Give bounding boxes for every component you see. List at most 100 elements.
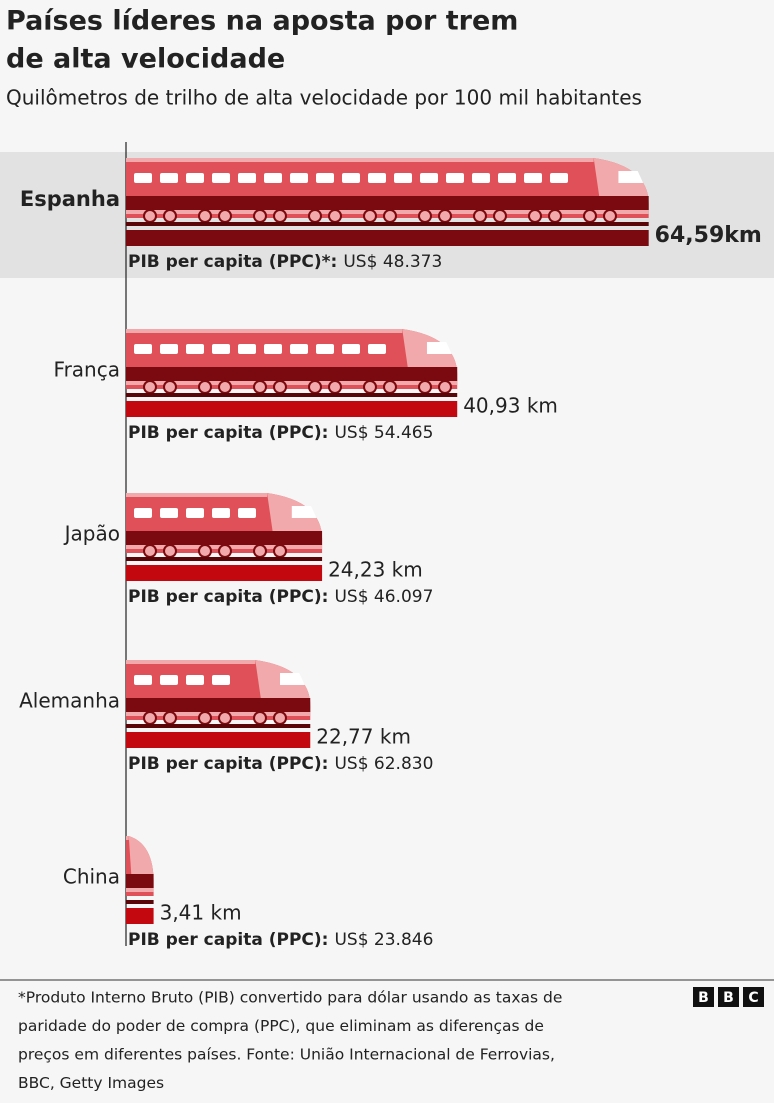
train-wheel bbox=[383, 380, 397, 394]
train-wheel bbox=[163, 544, 177, 558]
train-wheel bbox=[253, 544, 267, 558]
train-window bbox=[446, 173, 464, 183]
train-roof bbox=[126, 158, 594, 162]
train-wheel bbox=[163, 711, 177, 725]
gdp-annotation: PIB per capita (PPC): US$ 54.465 bbox=[128, 423, 433, 443]
rail bbox=[126, 724, 311, 728]
train-roof bbox=[126, 836, 129, 840]
gdp-label: PIB per capita (PPC): bbox=[128, 754, 328, 774]
train-window bbox=[550, 173, 568, 183]
train-wheel bbox=[363, 380, 377, 394]
category-label: Japão bbox=[63, 522, 120, 546]
gdp-label: PIB per capita (PPC): bbox=[128, 423, 328, 443]
train-window bbox=[342, 173, 360, 183]
train-graphic bbox=[126, 329, 458, 394]
chart-title: Países líderes na aposta por trem bbox=[6, 6, 518, 37]
logo-box bbox=[718, 987, 739, 1007]
train-wheel bbox=[198, 209, 212, 223]
train-wheel bbox=[163, 380, 177, 394]
gdp-value: US$ 54.465 bbox=[334, 423, 433, 443]
train-wheel bbox=[308, 209, 322, 223]
train-roof bbox=[126, 660, 256, 664]
logo-box bbox=[693, 987, 714, 1007]
train-window bbox=[134, 675, 152, 685]
train-window bbox=[394, 173, 412, 183]
train-window bbox=[212, 508, 230, 518]
train-wheel bbox=[253, 711, 267, 725]
train-window bbox=[186, 675, 204, 685]
train-window bbox=[368, 344, 386, 354]
train-window bbox=[186, 344, 204, 354]
train-window bbox=[264, 173, 282, 183]
train-wheel bbox=[328, 209, 342, 223]
train-wheel bbox=[218, 711, 232, 725]
bar bbox=[126, 565, 323, 581]
value-label: 3,41 km bbox=[160, 901, 242, 925]
train-roof bbox=[126, 493, 268, 497]
train-skirt bbox=[126, 381, 458, 385]
train-wheel bbox=[418, 209, 432, 223]
value-label: 64,59km bbox=[655, 223, 762, 248]
rail bbox=[126, 900, 154, 904]
footnote: BBC, Getty Images bbox=[18, 1074, 164, 1092]
train-graphic bbox=[126, 493, 323, 558]
train-window bbox=[134, 344, 152, 354]
train-wheel bbox=[493, 209, 507, 223]
train-wheel bbox=[418, 380, 432, 394]
train-window bbox=[160, 344, 178, 354]
train-window bbox=[290, 173, 308, 183]
train-lower bbox=[126, 531, 323, 545]
train-window bbox=[160, 675, 178, 685]
train-wheel bbox=[528, 209, 542, 223]
train-wheel bbox=[548, 209, 562, 223]
train-wheel bbox=[603, 209, 617, 223]
category-label: Alemanha bbox=[19, 689, 120, 713]
train-cab-window bbox=[426, 342, 452, 354]
rail bbox=[126, 393, 458, 397]
train-window bbox=[238, 344, 256, 354]
train-window bbox=[134, 508, 152, 518]
category-label: França bbox=[54, 358, 120, 382]
train-wheel bbox=[218, 544, 232, 558]
train-skirt bbox=[126, 888, 154, 892]
gdp-value: US$ 46.097 bbox=[334, 587, 433, 607]
chart-title: de alta velocidade bbox=[6, 44, 285, 75]
train-wheel bbox=[198, 711, 212, 725]
train-wheel bbox=[383, 209, 397, 223]
train-wheel bbox=[363, 209, 377, 223]
bar bbox=[126, 908, 154, 924]
rail bbox=[126, 222, 649, 226]
train-window bbox=[316, 344, 334, 354]
train-wheel bbox=[438, 380, 452, 394]
train-graphic bbox=[126, 158, 649, 223]
train-cab-window bbox=[618, 171, 644, 183]
train-lower bbox=[126, 367, 458, 381]
train-window bbox=[160, 508, 178, 518]
train-window bbox=[342, 344, 360, 354]
train-wheel bbox=[273, 209, 287, 223]
train-lower bbox=[126, 196, 649, 210]
train-wheel bbox=[273, 380, 287, 394]
train-window bbox=[264, 344, 282, 354]
gdp-annotation: PIB per capita (PPC): US$ 23.846 bbox=[128, 930, 433, 950]
train-window bbox=[420, 173, 438, 183]
value-label: 24,23 km bbox=[328, 558, 423, 582]
bar bbox=[126, 230, 649, 246]
train-skirt bbox=[126, 712, 311, 716]
train-wheel bbox=[583, 209, 597, 223]
train-wheel bbox=[218, 380, 232, 394]
gdp-annotation: PIB per capita (PPC): US$ 62.830 bbox=[128, 754, 433, 774]
logo-letter: B bbox=[698, 990, 709, 1006]
train-window bbox=[212, 173, 230, 183]
train-wheel bbox=[273, 544, 287, 558]
train-window bbox=[472, 173, 490, 183]
footnote: *Produto Interno Bruto (PIB) convertido … bbox=[18, 989, 562, 1007]
category-label: Espanha bbox=[20, 187, 120, 211]
gdp-label: PIB per capita (PPC): bbox=[128, 587, 328, 607]
category-label: China bbox=[63, 865, 120, 889]
gdp-annotation: PIB per capita (PPC): US$ 46.097 bbox=[128, 587, 433, 607]
bar bbox=[126, 732, 311, 748]
gdp-value: US$ 48.373 bbox=[343, 252, 442, 272]
